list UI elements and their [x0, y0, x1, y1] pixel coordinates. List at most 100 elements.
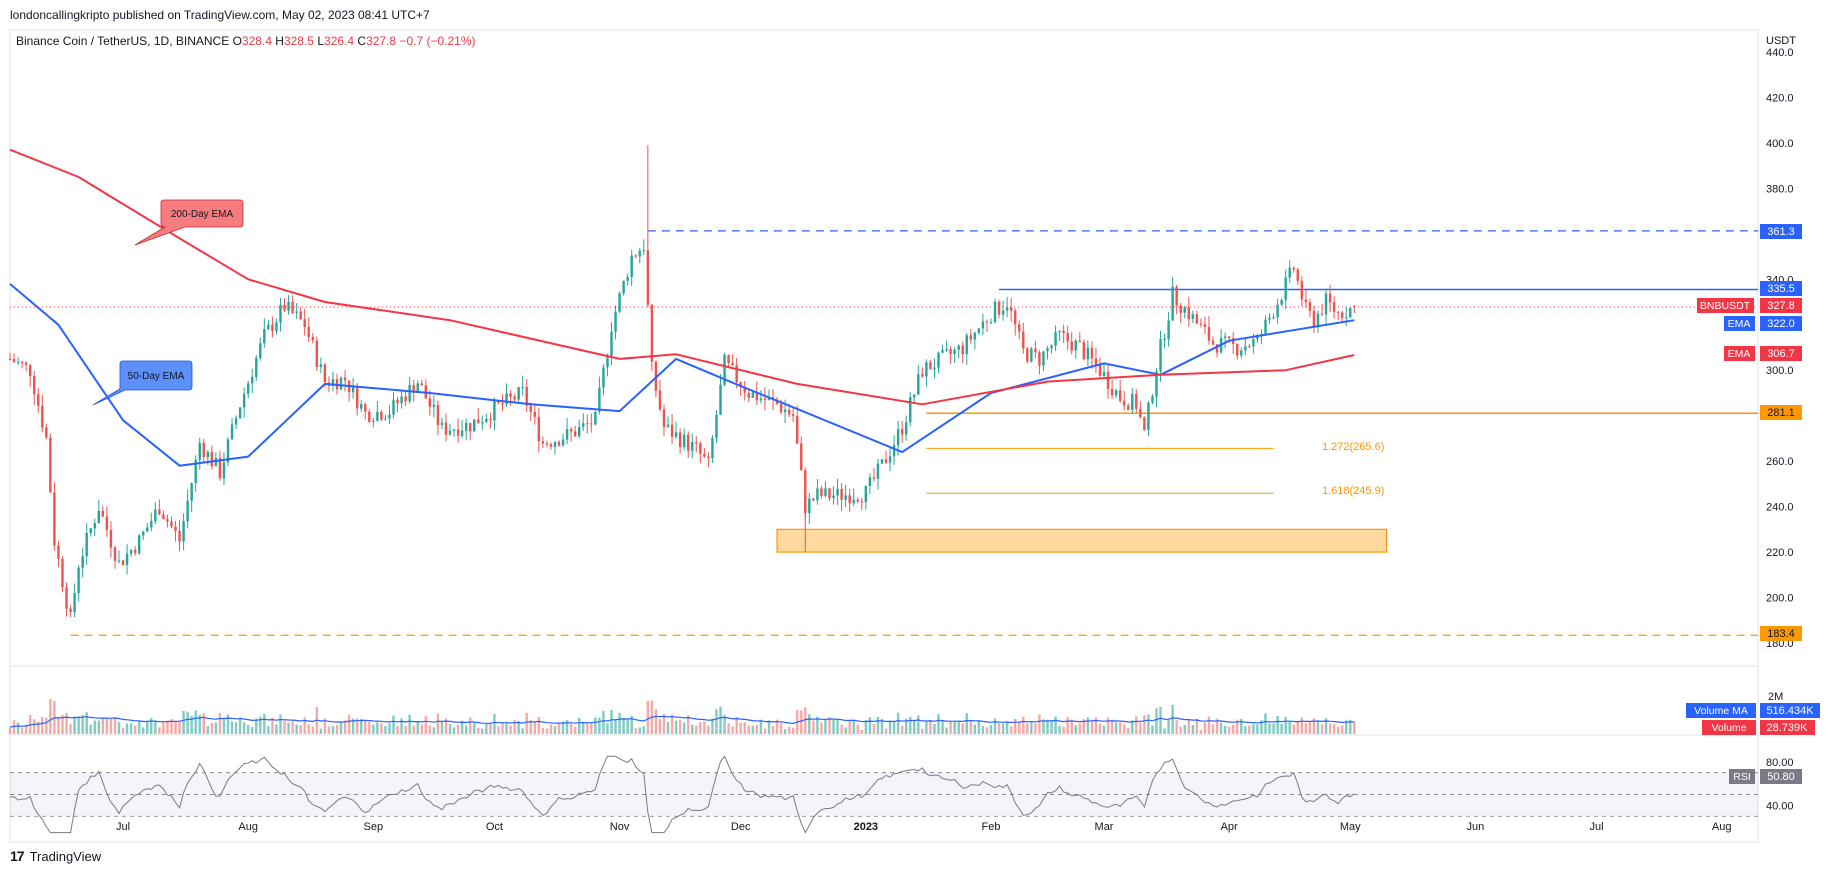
candle-body: [864, 485, 868, 503]
time-tick-label: Jun: [1467, 821, 1485, 833]
candle-body: [961, 345, 964, 355]
volume-bar: [1272, 723, 1275, 734]
volume-bar: [1131, 720, 1134, 734]
candle-body: [1215, 344, 1219, 353]
volume-bar: [997, 723, 1001, 734]
volume-bar: [1284, 716, 1287, 734]
candle-body: [1207, 327, 1211, 341]
volume-bar: [674, 720, 678, 734]
candle-body: [868, 477, 872, 486]
volume-bar: [1139, 722, 1142, 734]
candle-body: [150, 521, 153, 528]
candle-body: [1320, 313, 1324, 315]
candle-body: [166, 519, 169, 522]
volume-bar: [1163, 728, 1166, 734]
volume-bar: [1070, 719, 1073, 734]
volume-bar: [626, 719, 629, 734]
candle-body: [921, 374, 924, 377]
volume-bar: [1062, 726, 1065, 734]
candle-body: [513, 396, 516, 400]
volume-bar: [577, 717, 581, 734]
volume-bar: [279, 714, 282, 734]
volume-bar: [440, 721, 444, 734]
volume-bar: [828, 716, 831, 734]
volume-bar: [553, 726, 557, 734]
candle-body: [1300, 280, 1304, 300]
candle-body: [255, 358, 258, 378]
candle-body: [1332, 302, 1336, 312]
candle-body: [795, 416, 799, 444]
candle-body: [1114, 390, 1118, 396]
candle-body: [101, 510, 105, 517]
candle-body: [323, 364, 327, 383]
price-tick-label: 380.0: [1766, 183, 1794, 195]
volume-bar: [642, 726, 646, 734]
volume-bar: [464, 725, 468, 734]
volume-bar: [816, 716, 819, 734]
volume-bar: [1135, 716, 1138, 734]
volume-bar: [1219, 722, 1223, 734]
volume-bar: [1223, 725, 1227, 734]
volume-bar: [529, 719, 532, 734]
candle-body: [24, 362, 28, 365]
volume-bar: [174, 721, 177, 734]
candle-body: [299, 311, 302, 320]
volume-bar: [1175, 720, 1178, 734]
volume-bar: [1195, 719, 1199, 734]
candle-body: [642, 250, 646, 252]
tag-ema50: EMA 322.0: [1724, 316, 1802, 331]
volume-bar: [844, 727, 847, 734]
currency-label: USDT: [1766, 35, 1796, 47]
candle-body: [743, 387, 746, 393]
candle-body: [1256, 335, 1259, 340]
volume-bar: [311, 726, 314, 734]
volume-bar: [525, 712, 528, 734]
volume-bar: [267, 726, 270, 734]
volume-bar: [202, 713, 205, 734]
tag-volume-ma-value: 516.434K: [1766, 705, 1814, 717]
volume-bar: [787, 726, 791, 734]
candle-body: [178, 530, 181, 542]
candle-body: [271, 324, 274, 331]
candle-body: [1236, 343, 1239, 356]
volume-bar: [380, 723, 383, 734]
volume-bar: [303, 717, 306, 734]
volume-bar: [1349, 719, 1352, 734]
volume-bar: [658, 718, 662, 734]
volume-bar: [1240, 718, 1243, 734]
volume-bar: [1276, 716, 1279, 734]
volume-bar: [509, 725, 512, 734]
candle-body: [900, 429, 904, 435]
volume-bar: [880, 719, 884, 734]
volume-bar: [238, 717, 242, 734]
candle-body: [711, 437, 714, 458]
volume-tick-label: 2M: [1768, 691, 1783, 703]
candle-body: [884, 459, 888, 463]
candle-body: [977, 328, 981, 333]
tag-ema50-value: 322.0: [1767, 318, 1795, 330]
volume-bar: [283, 720, 286, 734]
volume-bar: [1106, 717, 1110, 734]
tag-last-price-text: 327.8: [1767, 300, 1795, 312]
volume-bar: [142, 727, 145, 734]
volume-bar: [759, 719, 763, 734]
candle-body: [469, 423, 472, 432]
volume-bar: [182, 711, 185, 734]
candles-layer: [8, 145, 1356, 618]
candle-body: [416, 383, 419, 394]
candle-body: [174, 526, 177, 531]
candle-body: [33, 376, 36, 395]
fib-1618-label: 1.618(245.9): [1322, 485, 1384, 497]
volume-bar: [949, 720, 952, 734]
volume-bar: [89, 724, 92, 734]
candle-body: [1094, 358, 1098, 365]
candle-body: [1187, 307, 1191, 320]
candle-body: [1163, 339, 1166, 341]
volume-bar: [295, 724, 298, 734]
volume-bar: [1066, 717, 1069, 734]
volume-bar: [469, 717, 472, 734]
candle-body: [622, 280, 625, 294]
price-tick-label: 420.0: [1766, 92, 1794, 104]
volume-bar: [1171, 704, 1174, 734]
